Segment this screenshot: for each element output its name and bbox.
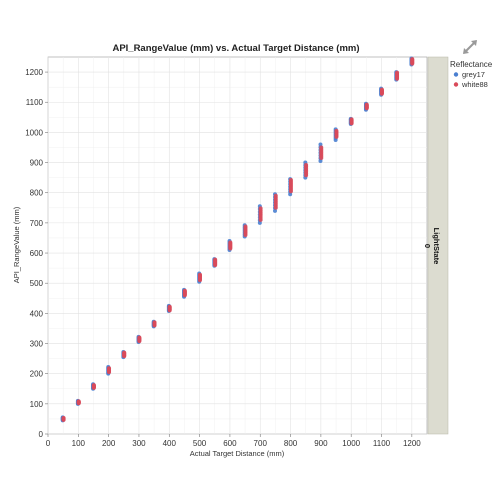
y-axis-ticks: 0 100 200 300 400 500 600 700 800 900 1000 1100 1200 (25, 68, 48, 439)
data-point-white88 (76, 399, 81, 404)
legend-title: Reflectance (450, 60, 493, 69)
data-point-white88 (288, 178, 293, 183)
x-tick-label: 600 (223, 439, 237, 448)
data-point-white88 (258, 206, 263, 211)
y-tick-label: 300 (30, 340, 44, 349)
x-tick-label: 100 (72, 439, 86, 448)
data-point-white88 (273, 193, 278, 198)
series-white88 (61, 57, 415, 422)
plot-area (47, 56, 428, 435)
x-axis-label: Actual Target Distance (mm) (190, 449, 285, 458)
y-tick-label: 1200 (25, 68, 43, 77)
data-point-grey17 (257, 220, 262, 225)
x-tick-label: 900 (314, 439, 328, 448)
x-tick-label: 1200 (403, 439, 421, 448)
facet-strip (427, 56, 449, 435)
x-tick-label: 0 (46, 439, 51, 448)
y-tick-label: 800 (30, 189, 44, 198)
data-point-white88 (213, 257, 218, 262)
y-tick-label: 100 (30, 400, 44, 409)
x-tick-label: 1100 (373, 439, 391, 448)
data-point-white88 (334, 128, 339, 133)
y-tick-label: 1100 (26, 98, 44, 107)
legend-label-grey17: grey17 (462, 70, 485, 79)
facet-value: 0 (423, 244, 432, 248)
x-tick-label: 200 (102, 439, 116, 448)
grid-lines (47, 57, 427, 435)
data-point-white88 (198, 272, 202, 277)
x-tick-label: 700 (254, 439, 268, 448)
data-point-white88 (107, 366, 112, 371)
data-point-white88 (410, 57, 415, 62)
x-tick-label: 500 (193, 439, 207, 448)
x-tick-label: 300 (132, 439, 146, 448)
y-tick-label: 200 (30, 370, 44, 379)
data-point-white88 (137, 335, 142, 340)
legend-marker-grey17 (453, 72, 459, 77)
y-tick-label: 500 (30, 279, 44, 288)
x-axis-ticks: 0 100 200 300 400 500 600 700 800 900 1000 1100 1200 (46, 434, 421, 448)
y-tick-label: 0 (39, 430, 44, 439)
data-point-grey17 (273, 208, 277, 213)
data-point-white88 (379, 87, 384, 92)
data-point-white88 (152, 320, 157, 325)
x-tick-label: 400 (163, 439, 177, 448)
expand-icon[interactable] (463, 40, 477, 54)
data-point-white88 (319, 145, 324, 150)
facet-label: LightState (432, 228, 441, 265)
data-point-white88 (304, 162, 309, 167)
y-tick-label: 1000 (25, 128, 43, 137)
y-axis-label: API_RangeValue (mm) (12, 206, 21, 283)
legend-label-white88: white88 (461, 80, 488, 89)
data-point-white88 (91, 383, 96, 388)
data-point-white88 (182, 288, 187, 293)
data-point-white88 (61, 416, 66, 421)
data-point-white88 (243, 224, 248, 229)
y-tick-label: 700 (30, 219, 44, 228)
y-tick-label: 900 (30, 159, 44, 168)
chart-title: API_RangeValue (mm) vs. Actual Target Di… (112, 43, 359, 54)
x-tick-label: 1000 (342, 439, 360, 448)
data-point-white88 (167, 304, 172, 309)
data-point-white88 (364, 102, 369, 107)
data-point-white88 (349, 117, 354, 122)
data-point-white88 (395, 70, 400, 75)
y-tick-label: 600 (30, 249, 44, 258)
y-tick-label: 400 (30, 309, 44, 318)
data-points (60, 56, 415, 423)
data-point-grey17 (318, 159, 323, 164)
legend-marker-white88 (453, 82, 459, 87)
data-point-white88 (228, 240, 233, 245)
data-point-white88 (122, 350, 127, 355)
data-point-grey17 (318, 142, 323, 147)
x-tick-label: 800 (284, 439, 298, 448)
